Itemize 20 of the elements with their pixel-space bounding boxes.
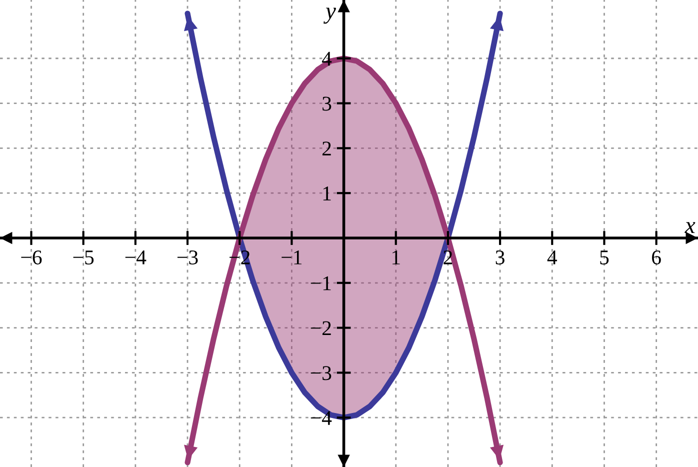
- y-tick-label: 3: [322, 96, 332, 111]
- x-tick-label: 5: [600, 250, 609, 264]
- x-tick-label: −4: [125, 250, 146, 264]
- y-tick-label: 2: [322, 142, 331, 156]
- y-axis-title: y: [324, 8, 336, 24]
- x-tick-label: −5: [73, 250, 94, 264]
- x-tick-label: −6: [21, 250, 42, 264]
- y-tick-label: −2: [310, 321, 331, 336]
- y-tick-label: 1: [323, 186, 331, 200]
- x-tick-label: 1: [392, 250, 400, 264]
- y-tick-label: −1: [310, 276, 331, 290]
- y-tick-label: −4: [310, 411, 332, 425]
- y-tick-label: −3: [310, 366, 332, 380]
- x-tick-label: −1: [282, 250, 302, 264]
- x-axis-title: x: [684, 222, 696, 233]
- x-tick-label: 3: [496, 250, 504, 264]
- x-tick-label: 6: [652, 250, 661, 264]
- x-tick-label: 4: [547, 250, 558, 264]
- x-tick-label: −2: [230, 250, 250, 264]
- x-tick-label: −3: [177, 250, 198, 264]
